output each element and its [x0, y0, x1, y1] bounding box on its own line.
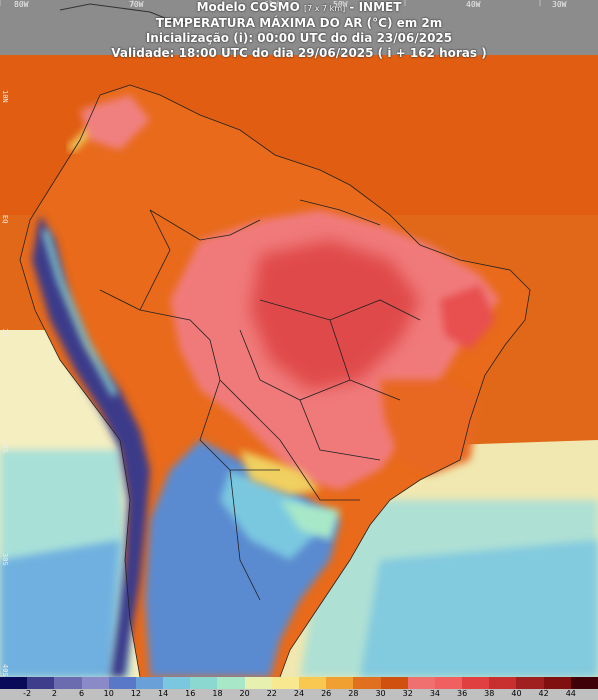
- legend-tick-label: -2: [23, 689, 32, 698]
- legend-swatch: [516, 677, 545, 689]
- validity-time: Validade: 18:00 UTC do dia 29/06/2025 ( …: [111, 46, 487, 60]
- lon-label: 30W: [552, 0, 567, 9]
- lon-label: 80W: [14, 0, 29, 9]
- legend-tick-label: 6: [78, 689, 85, 698]
- legend-tick-label: 26: [321, 689, 332, 698]
- lat-label: 10S: [1, 328, 9, 341]
- lon-label: 40W: [466, 0, 481, 9]
- legend-tick-label: 20: [239, 689, 250, 698]
- legend-tick-label: 22: [266, 689, 277, 698]
- legend-swatch: [271, 677, 300, 689]
- legend-swatch: [407, 677, 436, 689]
- lat-label: EQ: [1, 215, 9, 224]
- legend-tick-label: 14: [157, 689, 169, 698]
- map-header: Modelo COSMO [7 x 7 km] - INMET TEMPERAT…: [0, 0, 598, 62]
- model-title: Modelo COSMO [7 x 7 km] - INMET: [196, 0, 402, 14]
- legend-tick-label: 34: [429, 689, 440, 698]
- lat-label: 30S: [1, 553, 9, 566]
- legend-tick-label: 38: [484, 689, 495, 698]
- legend-swatch: [81, 677, 110, 689]
- lat-label: 10N: [1, 90, 9, 103]
- legend-swatch: [299, 677, 327, 689]
- lat-label: 40S: [1, 664, 9, 677]
- graticule-ticks: [0, 0, 541, 6]
- legend-swatch: [489, 677, 517, 689]
- legend-swatch: [353, 677, 382, 689]
- lon-label: 60W: [264, 0, 279, 9]
- legend-tick-label: 10: [103, 689, 114, 698]
- legend-swatch: [570, 677, 598, 689]
- caribbean-coast: [59, 3, 191, 25]
- legend-swatch: [190, 677, 218, 689]
- initialization-time: Inicialização (i): 00:00 UTC do dia 23/0…: [145, 31, 453, 45]
- lon-label: 70W: [129, 0, 144, 9]
- legend-swatch: [217, 677, 246, 689]
- legend-tick-label: 42: [538, 689, 549, 698]
- andes-cold-band: [32, 215, 150, 677]
- legend-tick-label: 18: [212, 689, 223, 698]
- legend-swatch: [27, 677, 55, 689]
- lat-label: 20S: [1, 440, 9, 453]
- legend-swatch: [434, 677, 463, 689]
- legend-tick-label: 40: [511, 689, 522, 698]
- lon-label: 50W: [333, 0, 348, 9]
- legend-swatch: [380, 677, 409, 689]
- variable-title: TEMPERATURA MÁXIMA DO AR (°C) em 2m: [155, 16, 443, 30]
- legend-tick-label: 28: [348, 689, 359, 698]
- hottest-core-zone: [250, 240, 420, 390]
- legend-swatch: [163, 677, 191, 689]
- legend-tick-label: 36: [456, 689, 468, 698]
- legend-swatch: [244, 677, 273, 689]
- legend-tick-label: 12: [130, 689, 141, 698]
- political-borders: [19, 84, 531, 677]
- legend-swatch: [326, 677, 354, 689]
- legend-tick-label: 16: [185, 689, 196, 698]
- legend-swatch: [462, 677, 490, 689]
- legend-tick-label: 32: [402, 689, 413, 698]
- legend-swatch: [54, 677, 83, 689]
- east-coast-zone: [380, 380, 480, 475]
- legend-swatch: [135, 677, 164, 689]
- color-legend: -2 2 6 10 12 14 16 18 20 22 24 26 28 30 32 34 36 38 40 42 44: [0, 677, 598, 700]
- legend-swatch: [108, 677, 137, 689]
- legend-tick-label: 24: [293, 689, 305, 698]
- header-band: [0, 0, 598, 55]
- legend-tick-label: 44: [565, 689, 576, 698]
- legend-swatch: [543, 677, 572, 689]
- legend-swatch: [0, 677, 28, 689]
- northwest-zone: [80, 95, 150, 150]
- legend-tick-label: 30: [375, 689, 386, 698]
- legend-tick-label: 2: [51, 689, 57, 698]
- temperature-map: [0, 0, 598, 677]
